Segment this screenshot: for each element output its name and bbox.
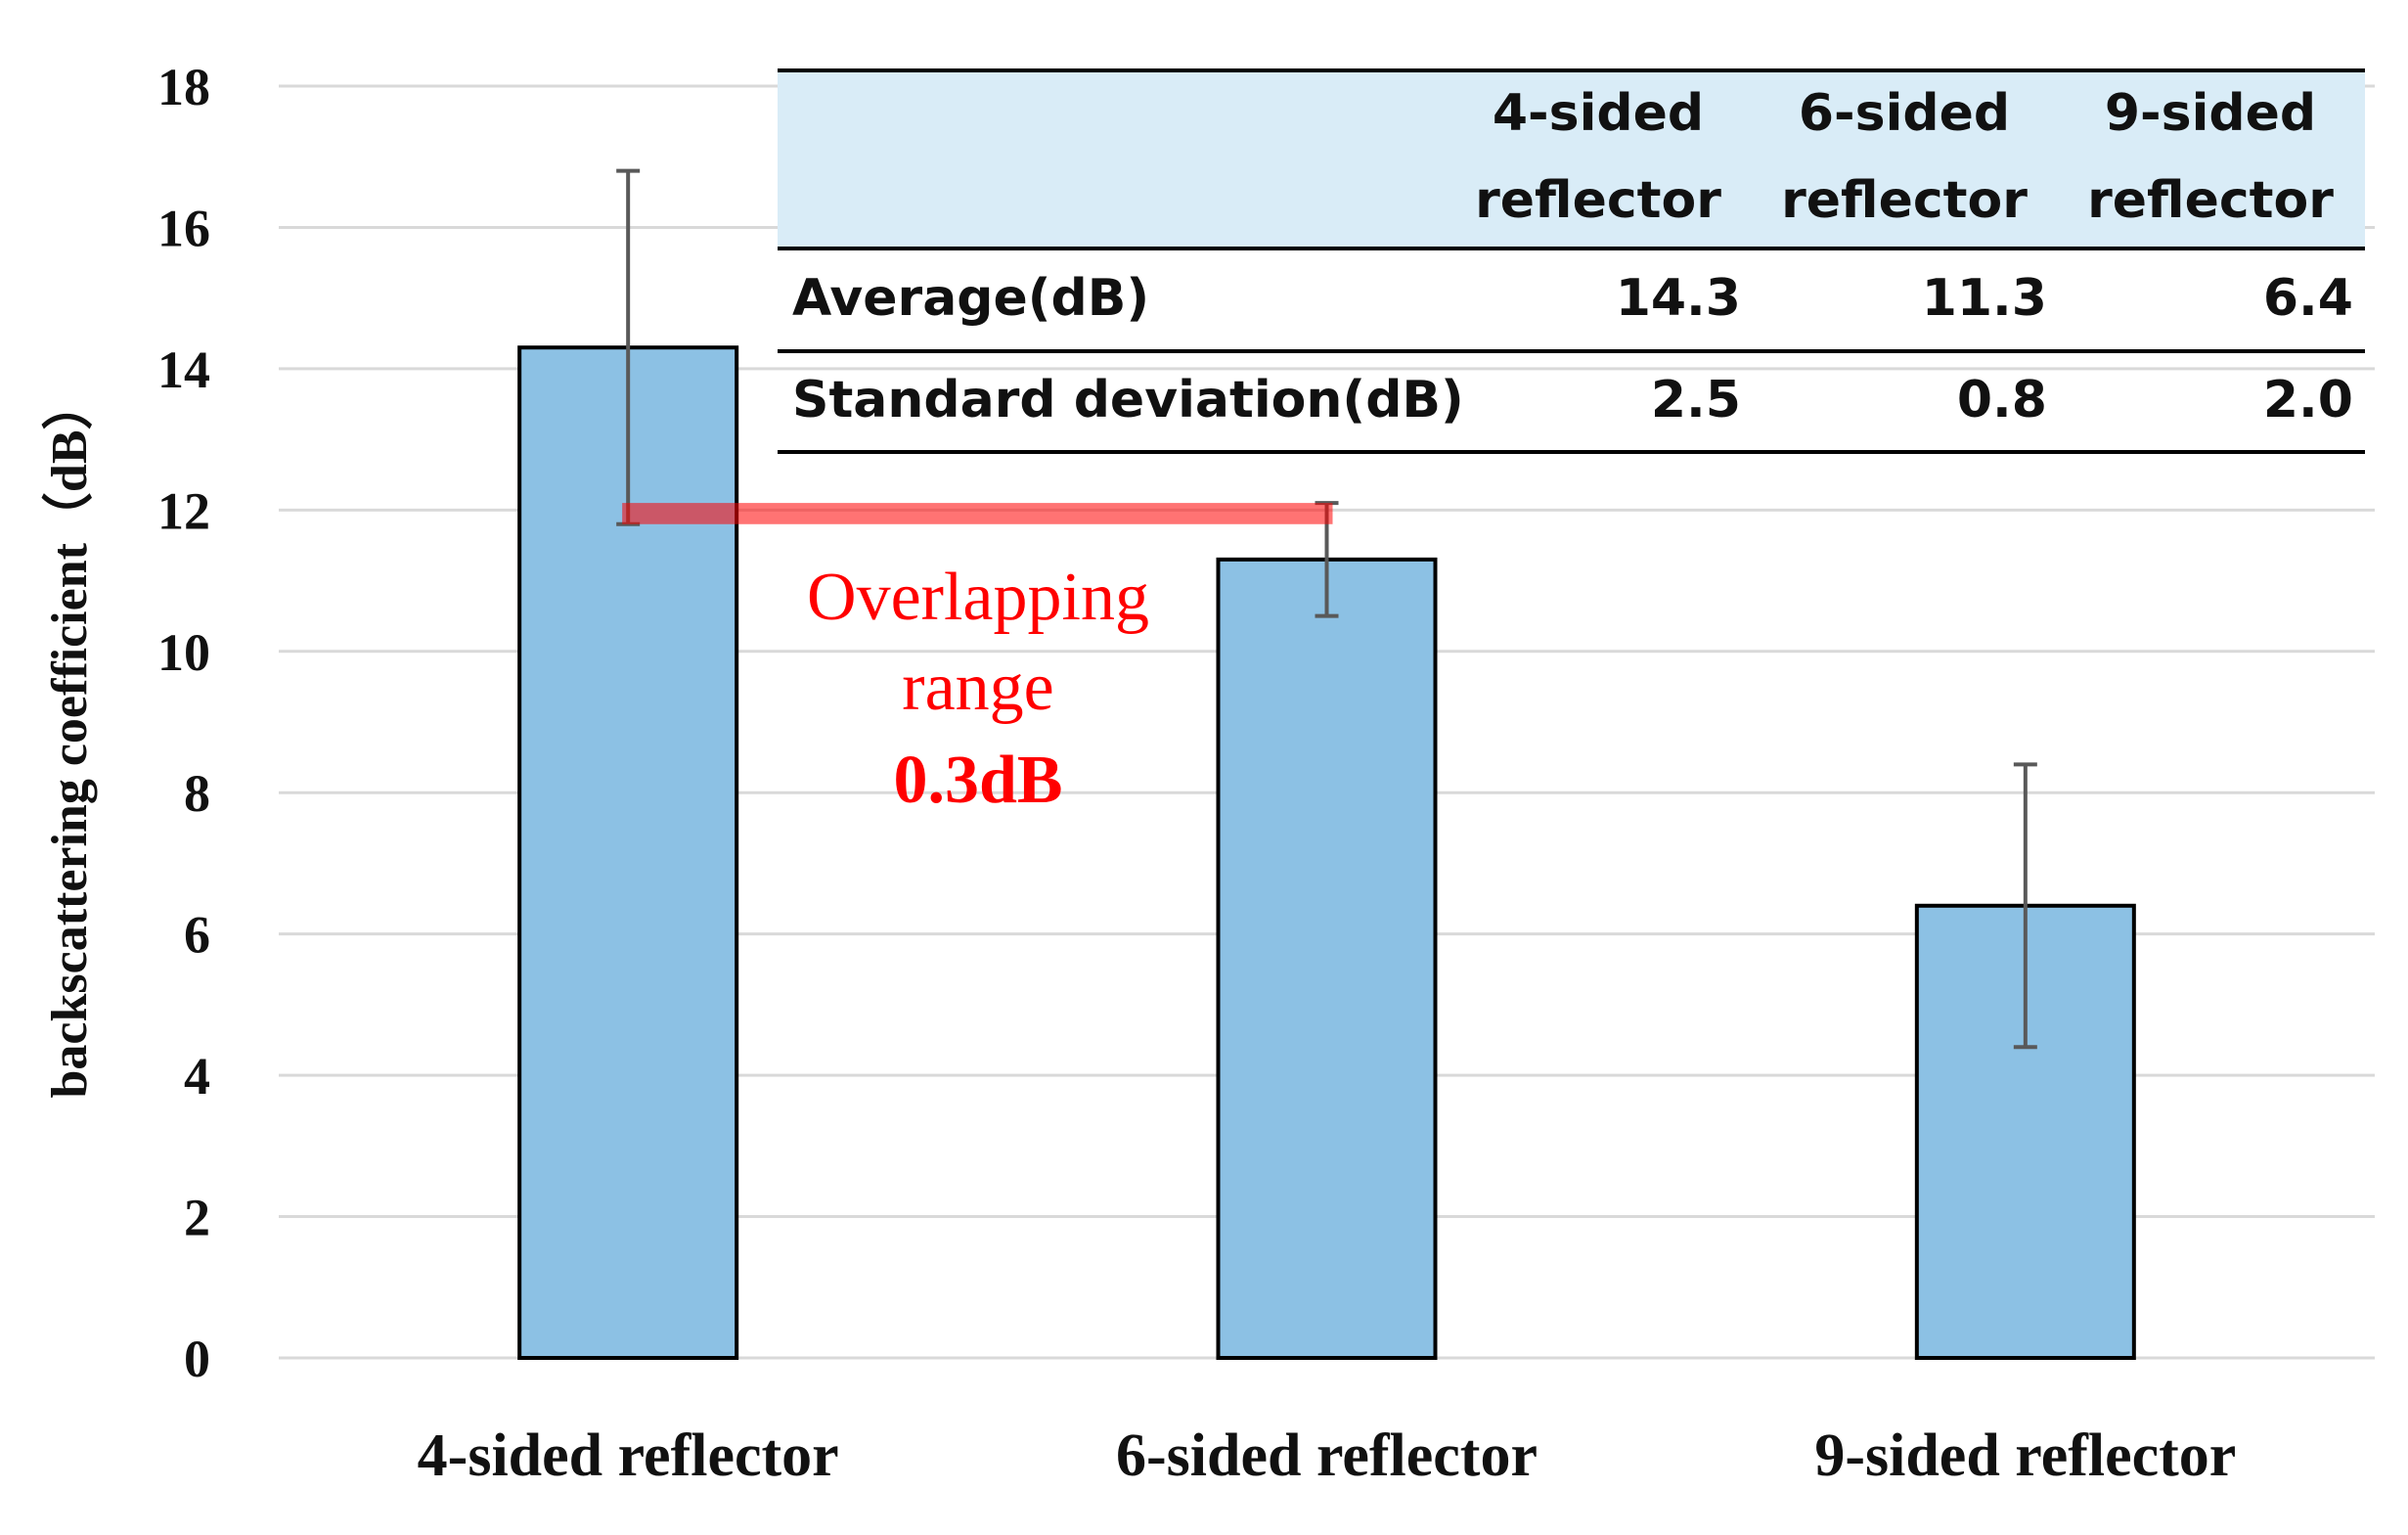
table-header-line2: reflector <box>2087 171 2334 230</box>
bars <box>517 345 2136 1361</box>
y-tick-labels: 0 2 4 6 8 10 12 14 16 18 <box>157 58 210 1388</box>
table-header-line2: reflector <box>1475 171 1721 230</box>
table-header-line1: 4-sided <box>1493 84 1704 143</box>
category-label: 4-sided reflector <box>418 1422 839 1489</box>
category-labels: 4-sided reflector 6-sided reflector 9-side… <box>418 1422 2237 1489</box>
table-cell: 14.3 <box>1616 269 1741 328</box>
y-tick-label: 4 <box>184 1047 210 1106</box>
table-header-line2: reflector <box>1781 171 2028 230</box>
overlap-annotation-line2: range <box>902 650 1053 725</box>
overlap-band <box>622 503 1333 524</box>
y-axis-label: backscattering coefficient（dB） <box>41 379 98 1098</box>
table-cell: 6.4 <box>2263 269 2353 328</box>
table-cell: 2.5 <box>1651 371 1741 429</box>
y-tick-label: 0 <box>184 1330 210 1388</box>
y-tick-label: 12 <box>157 481 210 540</box>
table-cell: 11.3 <box>1922 269 2047 328</box>
overlap-annotation: Overlapping range 0.3dB <box>807 560 1149 818</box>
category-label: 9-sided reflector <box>1814 1422 2236 1489</box>
y-tick-label: 16 <box>157 199 210 257</box>
y-tick-label: 2 <box>184 1189 210 1247</box>
table-cell: 2.0 <box>2263 371 2353 429</box>
table-header-line1: 9-sided <box>2105 84 2316 143</box>
y-tick-label: 14 <box>157 340 210 399</box>
table-row-label: Standard deviation(dB) <box>792 371 1464 429</box>
table-header-bg <box>778 70 2365 248</box>
y-tick-label: 10 <box>157 623 210 682</box>
overlap-annotation-line1: Overlapping <box>807 560 1149 635</box>
table-cell: 0.8 <box>1957 371 2047 429</box>
bar <box>1216 557 1438 1360</box>
data-table: 4-sided reflector 6-sided reflector 9-sided r… <box>778 68 2365 454</box>
table-row-label: Average(dB) <box>792 269 1149 328</box>
overlap-annotation-value: 0.3dB <box>893 743 1062 818</box>
y-tick-label: 18 <box>157 58 210 116</box>
y-tick-label: 6 <box>184 906 210 965</box>
table-header-line1: 6-sided <box>1799 84 2010 143</box>
category-label: 6-sided reflector <box>1116 1422 1538 1489</box>
overlap-range <box>622 503 1333 524</box>
y-tick-label: 8 <box>184 764 210 823</box>
